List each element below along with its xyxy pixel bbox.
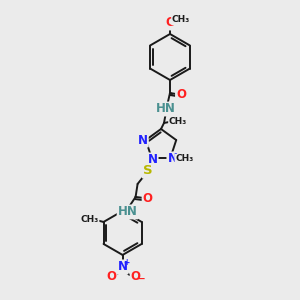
- Text: O: O: [142, 192, 153, 206]
- Text: N: N: [167, 152, 177, 165]
- Text: O: O: [165, 16, 175, 29]
- Text: HN: HN: [156, 103, 176, 116]
- Text: CH₃: CH₃: [80, 215, 99, 224]
- Text: HN: HN: [118, 206, 137, 218]
- Text: +: +: [124, 258, 130, 267]
- Text: N: N: [138, 134, 148, 147]
- Text: O: O: [106, 270, 117, 284]
- Text: −: −: [137, 274, 146, 284]
- Text: O: O: [130, 270, 141, 284]
- Text: O: O: [176, 88, 186, 101]
- Text: N: N: [148, 153, 158, 167]
- Text: CH₃: CH₃: [172, 16, 190, 25]
- Text: CH₃: CH₃: [175, 154, 194, 164]
- Text: CH₃: CH₃: [169, 116, 187, 125]
- Text: S: S: [143, 164, 152, 177]
- Text: N: N: [118, 260, 128, 273]
